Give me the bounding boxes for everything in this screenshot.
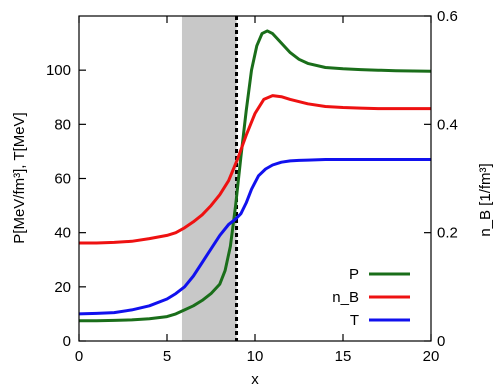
y2-tick-label: 0 [437, 333, 445, 350]
y2-tick-label: 0.6 [437, 8, 458, 25]
y-tick-label: 20 [54, 279, 71, 296]
y-tick-label: 0 [63, 333, 71, 350]
x-tick-label: 10 [247, 348, 264, 365]
series-line-t [79, 158, 431, 316]
y-tick-label: 100 [46, 62, 71, 79]
legend: Pn_B T [332, 266, 410, 329]
y2-tick-label: 0.2 [437, 225, 458, 242]
y-tick-label: 40 [54, 225, 71, 242]
plot-frame [78, 15, 432, 342]
y-tick-label: 80 [54, 116, 71, 133]
x-axis-label: x [251, 371, 259, 388]
series-layer [79, 29, 431, 323]
y-tick-label: 60 [54, 171, 71, 188]
series-line-p [79, 29, 431, 323]
shaded-region [181, 16, 237, 341]
y-axis-label: P[MeV/fm³], T[MeV] [11, 112, 28, 243]
x-tick-label: 15 [335, 348, 352, 365]
legend-label: n_B [332, 289, 359, 306]
right-y-axis-label: n_B [1/fm³] [477, 163, 494, 236]
x-tick-label: 5 [163, 348, 171, 365]
x-tick-label: 0 [75, 348, 83, 365]
legend-label: P [349, 266, 359, 283]
shaded-region-layer [181, 16, 237, 341]
legend-label: T [350, 312, 359, 329]
series-line-n-b [79, 94, 431, 245]
tick-layer [78, 15, 432, 342]
y2-tick-label: 0.4 [437, 116, 458, 133]
x-tick-label: 20 [423, 348, 440, 365]
